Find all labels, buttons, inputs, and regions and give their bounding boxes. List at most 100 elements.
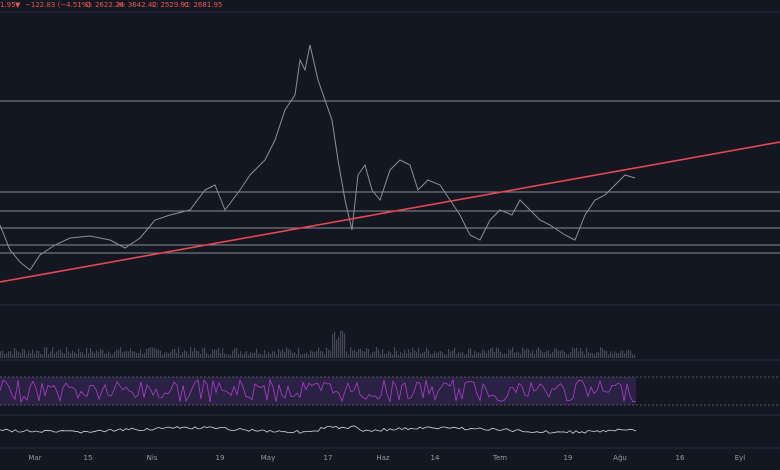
- volume-bar: [252, 353, 254, 358]
- volume-bar: [72, 350, 74, 358]
- volume-bar: [218, 348, 220, 358]
- volume-bar: [94, 353, 96, 358]
- volume-bar: [250, 352, 252, 358]
- volume-bar: [434, 351, 436, 358]
- volume-bar: [592, 353, 594, 358]
- volume-bar: [124, 351, 126, 358]
- volume-bar: [496, 347, 498, 358]
- volume-bar: [580, 348, 582, 358]
- volume-bar: [194, 348, 196, 358]
- volume-bar: [414, 350, 416, 358]
- volume-bar: [102, 349, 104, 358]
- volume-bar: [532, 350, 534, 358]
- volume-bar: [362, 350, 364, 358]
- volume-bar: [116, 349, 118, 358]
- volume-bar: [526, 348, 528, 358]
- volume-bar: [202, 348, 204, 358]
- volume-bar: [632, 354, 634, 358]
- volume-bar: [598, 352, 600, 358]
- volume-bar: [440, 350, 442, 358]
- volume-bar: [304, 353, 306, 358]
- volume-bar: [464, 354, 466, 358]
- volume-bar: [168, 353, 170, 358]
- volume-bar: [78, 348, 80, 358]
- volume-bar: [552, 351, 554, 358]
- volume-bar: [448, 349, 450, 358]
- volume-bar: [258, 353, 260, 358]
- volume-bar: [266, 354, 268, 358]
- volume-bar: [588, 352, 590, 358]
- volume-bar: [354, 349, 356, 358]
- volume-bar: [402, 353, 404, 358]
- volume-bar: [206, 352, 208, 358]
- legend-open: O: 2622.26: [85, 1, 124, 9]
- volume-bar: [256, 348, 258, 358]
- volume-bar: [602, 348, 604, 358]
- volume-bar: [408, 349, 410, 358]
- volume-bar: [458, 351, 460, 358]
- volume-bar: [346, 351, 348, 358]
- volume-bar: [154, 348, 156, 358]
- volume-bar: [310, 350, 312, 358]
- volume-bar: [148, 348, 150, 358]
- volume-bar: [436, 352, 438, 358]
- volume-bar: [612, 353, 614, 358]
- volume-bar: [212, 349, 214, 358]
- rsi-line: [0, 378, 637, 404]
- volume-bar: [518, 352, 520, 358]
- volume-bar: [288, 349, 290, 358]
- legend-price: 1.95: [0, 1, 16, 9]
- volume-bar: [128, 351, 130, 358]
- volume-bar: [404, 349, 406, 358]
- volume-bar: [130, 348, 132, 358]
- volume-bar: [110, 354, 112, 358]
- x-tick-label: Nis: [147, 454, 158, 462]
- volume-bar: [398, 354, 400, 358]
- volume-bar: [510, 350, 512, 358]
- volume-bar: [118, 349, 120, 358]
- volume-bar: [570, 351, 572, 358]
- volume-bar: [70, 353, 72, 358]
- volume-bar: [228, 354, 230, 358]
- volume-bar: [454, 347, 456, 358]
- volume-bar: [620, 350, 622, 358]
- volume-bar: [108, 351, 110, 358]
- volume-bar: [82, 352, 84, 358]
- volume-bar: [32, 349, 34, 358]
- volume-bar: [244, 352, 246, 358]
- volume-bar: [534, 353, 536, 358]
- volume-bar: [364, 351, 366, 358]
- volume-bar: [4, 354, 6, 358]
- volume-bar: [342, 330, 344, 358]
- volume-bar: [272, 351, 274, 358]
- volume-bar: [120, 347, 122, 358]
- legend-close: C: 2681.95: [184, 1, 222, 9]
- volume-bar: [200, 353, 202, 358]
- volume-bar: [126, 351, 128, 358]
- volume-bar: [278, 348, 280, 358]
- volume-bar: [156, 349, 158, 358]
- x-tick-label: 19: [564, 454, 573, 462]
- x-tick-label: Haz: [376, 454, 390, 462]
- volume-bar: [286, 347, 288, 358]
- volume-bar: [36, 350, 38, 358]
- volume-bar: [290, 349, 292, 358]
- volume-bar: [528, 349, 530, 358]
- volume-bar: [394, 347, 396, 358]
- volume-bar: [308, 354, 310, 358]
- volume: [0, 330, 636, 358]
- volume-bar: [554, 348, 556, 358]
- volume-bar: [226, 354, 228, 358]
- volume-bar: [372, 352, 374, 358]
- volume-bar: [542, 352, 544, 358]
- volume-bar: [538, 347, 540, 358]
- volume-bar: [0, 351, 2, 358]
- volume-bar: [104, 353, 106, 358]
- volume-bar: [144, 352, 146, 358]
- volume-bar: [166, 352, 168, 358]
- volume-bar: [106, 353, 108, 358]
- volume-bar: [80, 352, 82, 358]
- volume-bar: [316, 350, 318, 358]
- volume-bar: [60, 349, 62, 358]
